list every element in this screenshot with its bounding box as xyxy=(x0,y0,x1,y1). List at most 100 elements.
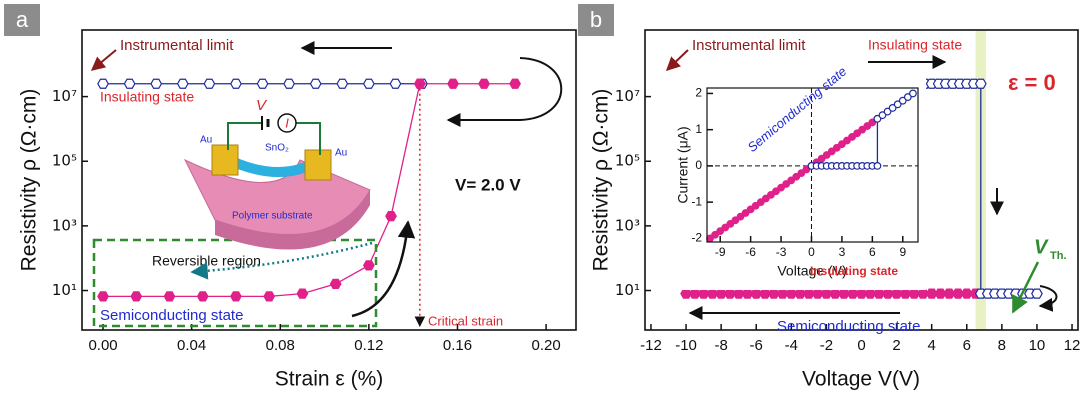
data-point xyxy=(898,96,907,105)
data-point xyxy=(196,291,209,302)
data-point xyxy=(309,78,322,89)
annotation: Instrumental limit xyxy=(692,37,806,54)
y-tick-label: 10¹ xyxy=(52,281,77,299)
data-point xyxy=(848,133,856,141)
data-point xyxy=(751,201,760,210)
annotation: Semiconducting state xyxy=(100,307,243,324)
annotation: Insulating state xyxy=(100,89,194,105)
annotation: Au xyxy=(335,148,347,159)
data-point xyxy=(888,104,897,112)
x-tick-label: 12 xyxy=(1064,337,1081,354)
annotation: Au xyxy=(200,135,212,146)
data-point xyxy=(772,187,780,196)
data-point xyxy=(878,111,887,120)
data-point xyxy=(203,78,216,89)
arrow xyxy=(1011,261,1040,314)
data-point xyxy=(909,89,917,98)
x-tick-label: 0 xyxy=(808,245,815,259)
annotation: Polymer substrate xyxy=(232,211,313,222)
data-point xyxy=(873,162,882,170)
data-point xyxy=(868,118,877,127)
data-point xyxy=(853,129,862,138)
data-point xyxy=(952,288,964,299)
data-point xyxy=(883,107,892,116)
annotation: I xyxy=(285,115,289,130)
x-tick-label: -10 xyxy=(675,337,697,354)
data-point xyxy=(97,291,109,302)
data-point xyxy=(230,78,242,89)
data-point xyxy=(863,122,872,130)
y-tick-label: 10⁷ xyxy=(615,87,640,105)
data-point xyxy=(792,172,801,181)
data-point xyxy=(296,288,309,299)
annotation: Insulating state xyxy=(868,37,962,53)
y-tick-label: 0 xyxy=(695,158,702,172)
annotation: V xyxy=(256,97,268,114)
plot-frame xyxy=(706,87,919,243)
data-point xyxy=(711,230,720,239)
data-point xyxy=(385,211,397,222)
plot-frame xyxy=(81,29,577,331)
data-point xyxy=(721,223,730,232)
data-point xyxy=(827,147,836,156)
data-point xyxy=(362,260,375,271)
data-point xyxy=(777,183,785,192)
y-tick-label: 10³ xyxy=(615,216,640,234)
arrow xyxy=(351,220,416,318)
x-tick-label: -9 xyxy=(715,245,726,259)
x-tick-label: 0.04 xyxy=(177,337,206,354)
annotation: ε = 0 xyxy=(1008,70,1056,95)
x-tick-label: 0.08 xyxy=(266,337,295,354)
data-point xyxy=(163,291,176,302)
data-point xyxy=(782,180,791,188)
electrode xyxy=(304,149,332,181)
annotation: V= 2.0 V xyxy=(455,175,521,194)
y-tick-label: -2 xyxy=(691,231,702,245)
data-point xyxy=(736,212,745,221)
data-point xyxy=(336,78,349,89)
data-point xyxy=(802,165,811,174)
x-tick-label: -2 xyxy=(820,337,833,354)
data-point xyxy=(843,136,851,145)
data-point xyxy=(389,78,402,89)
x-tick-label: -4 xyxy=(785,337,798,354)
x-tick-label: 9 xyxy=(899,245,906,259)
data-point xyxy=(230,291,242,302)
annotation: Critical strain xyxy=(428,313,503,328)
data-point xyxy=(832,143,841,152)
y-tick-label: 10³ xyxy=(52,216,77,234)
y-tick-label: -1 xyxy=(691,194,702,208)
data-point xyxy=(1031,288,1043,299)
plot-frame xyxy=(644,29,1079,331)
x-tick-label: 0.20 xyxy=(531,337,560,354)
x-tick-label: 10 xyxy=(1029,337,1046,354)
data-point xyxy=(858,125,867,134)
x-tick-label: -12 xyxy=(640,337,662,354)
panel-label: b xyxy=(590,7,602,32)
panel-a: 0.00 0.04 0.08 0.12 0.16 0.20 10¹ 10³ 10⁵ 10⁷ Stra… xyxy=(18,29,577,391)
x-tick-label: -6 xyxy=(745,245,756,259)
data-point xyxy=(893,100,902,109)
data-point xyxy=(731,216,740,225)
inset: -9 -6 -3 0 3 6 9 -2 -1 0 1 2 Voltage (V) Current (μA) xyxy=(670,78,926,290)
data-point xyxy=(767,190,775,199)
y-tick-label: 10⁵ xyxy=(52,152,77,170)
data-point xyxy=(741,209,750,217)
data-point xyxy=(413,78,426,89)
y-tick-label: 2 xyxy=(695,86,702,100)
x-tick-label: 0.16 xyxy=(443,337,472,354)
data-point xyxy=(756,198,765,207)
arrow xyxy=(446,57,563,127)
annotation: Semiconducting state xyxy=(777,318,920,335)
x-tick-label: 4 xyxy=(928,337,936,354)
x-tick-label: 0.12 xyxy=(354,337,383,354)
arrow xyxy=(90,49,117,71)
x-tick-label: 2 xyxy=(892,337,900,354)
annotation: Th. xyxy=(1050,250,1067,262)
annotation: V xyxy=(1034,236,1049,258)
y-axis-label: Current (μA) xyxy=(675,126,691,203)
data-point xyxy=(716,227,725,236)
x-axis-label: Voltage (V) xyxy=(777,263,846,279)
y-tick-label: 10⁷ xyxy=(52,87,77,105)
data-point xyxy=(934,288,947,299)
